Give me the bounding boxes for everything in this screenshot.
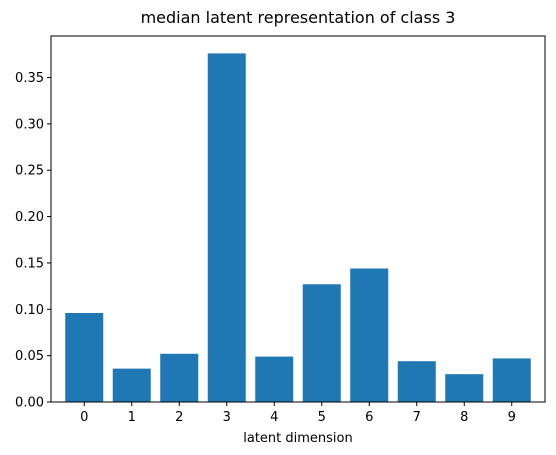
x-tick-label: 5 (318, 410, 326, 425)
x-tick-label: 9 (508, 410, 516, 425)
y-tick-label: 0.30 (15, 117, 44, 132)
x-tick-label: 6 (365, 410, 373, 425)
bar-2 (160, 353, 199, 402)
x-tick-label: 1 (128, 410, 136, 425)
bar-1 (112, 368, 151, 402)
bars-group (65, 53, 531, 403)
chart-title: median latent representation of class 3 (141, 8, 456, 27)
y-tick-label: 0.20 (15, 210, 44, 225)
bar-4 (255, 356, 294, 402)
bar-5 (302, 284, 341, 402)
x-tick-label: 7 (413, 410, 421, 425)
x-tick-label: 0 (80, 410, 88, 425)
bar-9 (492, 358, 531, 402)
plot-frame (50, 35, 546, 403)
bar-3 (207, 53, 246, 403)
bar-6 (350, 268, 389, 402)
x-tick-label: 4 (270, 410, 278, 425)
bar-0 (65, 313, 104, 402)
x-axis-label: latent dimension (243, 431, 352, 446)
y-tick-label: 0.00 (15, 396, 44, 411)
x-tick-label: 2 (175, 410, 183, 425)
bar-7 (397, 361, 436, 402)
y-tick-label: 0.35 (15, 71, 44, 86)
y-axis: 0.00 0.05 0.10 0.15 0.20 0.25 0.30 0.35 (15, 71, 51, 411)
y-tick-label: 0.05 (15, 349, 44, 364)
y-tick-label: 0.25 (15, 164, 44, 179)
x-tick-label: 3 (223, 410, 231, 425)
x-tick-label: 8 (460, 410, 468, 425)
x-axis: 0 1 2 3 4 5 6 7 8 9 (80, 402, 516, 425)
y-tick-label: 0.10 (15, 303, 44, 318)
bar-8 (445, 374, 484, 402)
y-tick-label: 0.15 (15, 256, 44, 271)
